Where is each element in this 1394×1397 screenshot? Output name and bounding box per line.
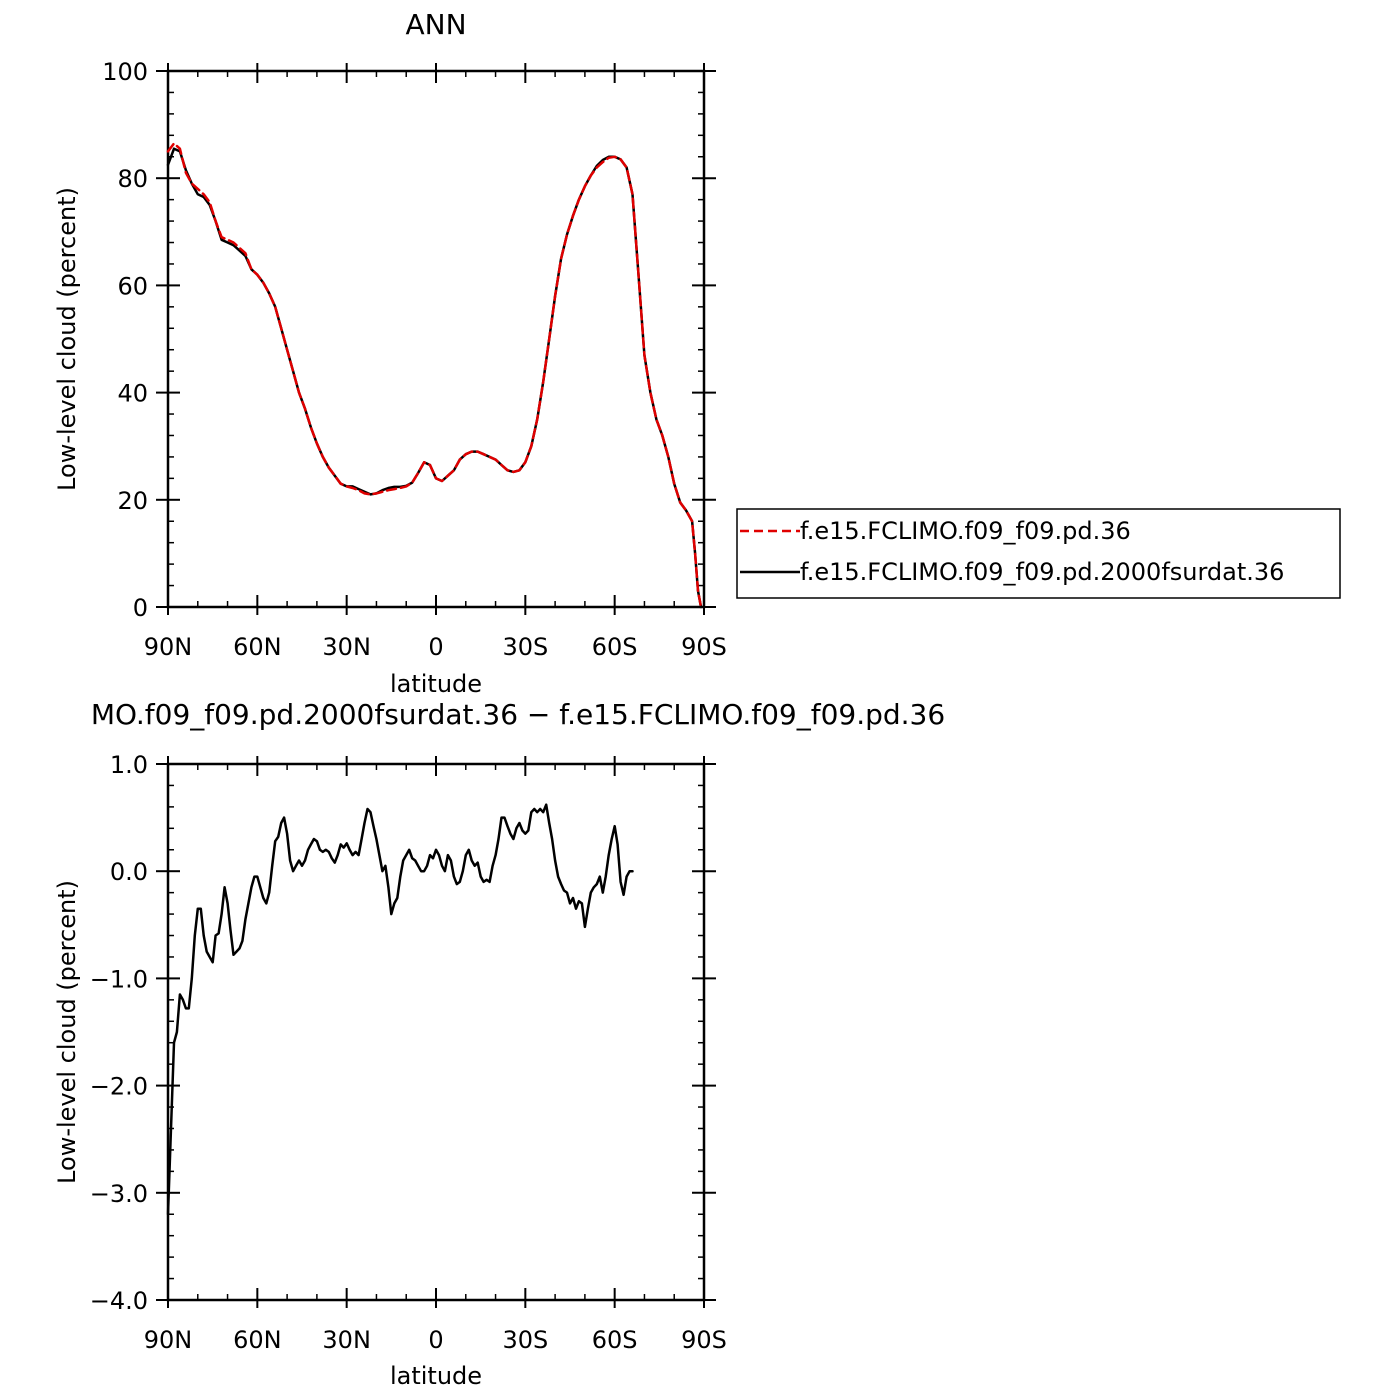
- panel-bottom: MO.f09_f09.pd.2000fsurdat.36 − f.e15.FCL…: [53, 698, 945, 1390]
- top-ytick-label: 0: [133, 594, 148, 622]
- top-ytick-label: 20: [117, 487, 148, 515]
- legend-box: [736, 508, 1341, 599]
- bottom-axis-ticks: 90N 60N 30N 0 30S 60S 90S −4.0 −3.0 −2.0 −1.0 0.0 1.…: [90, 751, 727, 1354]
- bottom-xtick-label: 30S: [502, 1326, 548, 1354]
- top-frame: [166, 69, 706, 609]
- top-series-line-1: [166, 142, 703, 609]
- bottom-ytick-label: 1.0: [110, 751, 148, 779]
- bottom-xtick-label: 0: [428, 1326, 443, 1354]
- top-ytick-label: 100: [102, 58, 148, 86]
- legend-label-2: f.e15.FCLIMO.f09_f09.pd.2000fsurdat.36: [800, 558, 1284, 586]
- bottom-ylabel: Low-level cloud (percent): [53, 880, 81, 1184]
- top-xtick-label: 90N: [144, 633, 193, 661]
- top-xlabel: latitude: [390, 670, 482, 698]
- bottom-ytick-label: −2.0: [90, 1073, 148, 1101]
- top-series-group: [166, 142, 703, 609]
- bottom-xlabel: latitude: [390, 1362, 482, 1390]
- top-xtick-label: 90S: [681, 633, 727, 661]
- top-xtick-label: 0: [428, 633, 443, 661]
- top-ytick-label: 40: [117, 380, 148, 408]
- top-ytick-label: 60: [117, 272, 148, 300]
- legend-label-1: f.e15.FCLIMO.f09_f09.pd.36: [800, 517, 1131, 545]
- bottom-xtick-label: 60N: [233, 1326, 282, 1354]
- bottom-plot-area: [166, 762, 706, 1302]
- top-xtick-label: 60N: [233, 633, 282, 661]
- bottom-xtick-label: 60S: [592, 1326, 638, 1354]
- bottom-title: MO.f09_f09.pd.2000fsurdat.36 − f.e15.FCL…: [91, 698, 945, 731]
- bottom-ytick-label: 0.0: [110, 858, 148, 886]
- top-xtick-label: 30S: [502, 633, 548, 661]
- bottom-xtick-label: 90S: [681, 1326, 727, 1354]
- top-plot-area: [166, 69, 706, 609]
- bottom-xtick-label: 90N: [144, 1326, 193, 1354]
- top-axis-ticks: 90N 60N 30N 0 30S 60S 90S 0 20 40 60 80 100: [102, 58, 727, 661]
- bottom-xtick-label: 30N: [322, 1326, 371, 1354]
- bottom-series-line-1: [166, 803, 634, 1216]
- panel-top: ANN Low-level cloud (percent) latitude 9…: [53, 8, 727, 698]
- top-ytick-label: 80: [117, 165, 148, 193]
- top-xtick-label: 30N: [322, 633, 371, 661]
- bottom-frame: [166, 762, 706, 1302]
- bottom-ytick-label: −4.0: [90, 1287, 148, 1315]
- top-xtick-label: 60S: [592, 633, 638, 661]
- bottom-ytick-label: −3.0: [90, 1180, 148, 1208]
- top-series-line-2: [166, 147, 703, 609]
- bottom-series-group: [166, 803, 634, 1216]
- bottom-ytick-label: −1.0: [90, 965, 148, 993]
- top-title: ANN: [405, 8, 466, 41]
- top-ylabel: Low-level cloud (percent): [53, 187, 81, 491]
- legend: f.e15.FCLIMO.f09_f09.pd.36 f.e15.FCLIMO.…: [736, 508, 1341, 599]
